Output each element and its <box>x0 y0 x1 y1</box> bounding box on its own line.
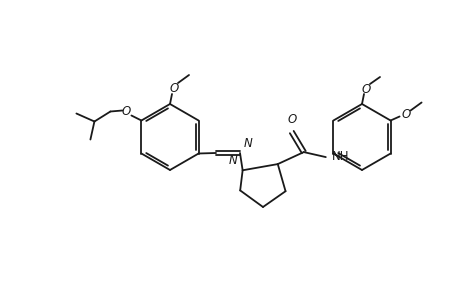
Text: NH: NH <box>331 150 348 163</box>
Text: O: O <box>286 113 296 126</box>
Text: O: O <box>401 108 410 121</box>
Text: O: O <box>169 82 178 94</box>
Text: O: O <box>122 105 131 118</box>
Text: N: N <box>229 154 237 167</box>
Text: O: O <box>361 82 370 95</box>
Text: N: N <box>243 137 252 150</box>
